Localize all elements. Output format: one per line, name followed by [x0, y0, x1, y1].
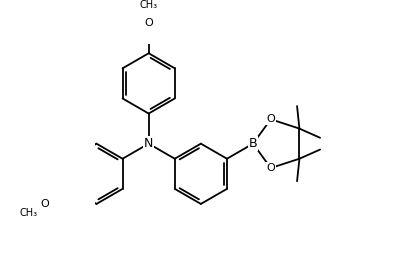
Text: O: O [266, 114, 275, 124]
Text: CH₃: CH₃ [20, 208, 38, 218]
Text: B: B [249, 137, 257, 150]
Text: N: N [144, 137, 153, 150]
Text: O: O [266, 163, 275, 173]
Text: O: O [144, 18, 153, 28]
Text: CH₃: CH₃ [140, 0, 158, 10]
Text: O: O [40, 199, 49, 209]
